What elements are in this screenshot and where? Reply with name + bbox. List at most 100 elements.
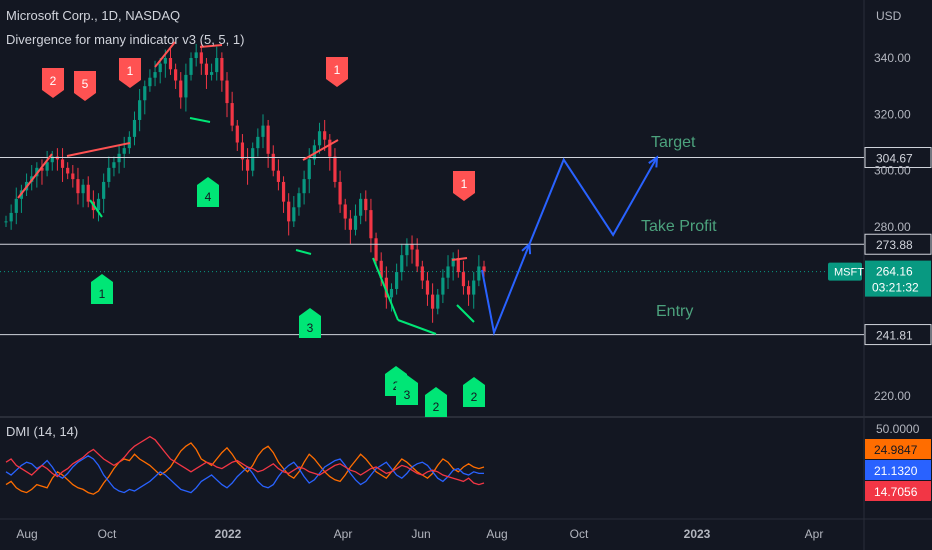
candle-body xyxy=(482,266,486,273)
bullish-divergence-line xyxy=(295,249,312,255)
dmi-series-line xyxy=(5,455,484,494)
candle-body xyxy=(359,198,363,216)
candle-body xyxy=(148,77,152,87)
price-series xyxy=(4,41,486,323)
currency-label: USD xyxy=(876,9,902,23)
bearish-label-marker xyxy=(326,57,348,87)
candle-body xyxy=(50,156,54,163)
price-tick-label: 220.00 xyxy=(874,389,911,403)
bullish-divergence-line xyxy=(397,319,437,335)
candle-body xyxy=(348,218,352,230)
candle-body xyxy=(466,286,471,295)
candle-body xyxy=(138,100,142,120)
bearish-label-marker xyxy=(42,68,64,98)
candle-body xyxy=(209,72,214,75)
candle-body xyxy=(66,167,70,174)
candle-body xyxy=(158,63,162,73)
candle-body xyxy=(225,80,229,104)
time-tick-label: Oct xyxy=(570,527,589,541)
candle-body xyxy=(369,210,373,239)
time-tick-label: Jun xyxy=(411,527,430,541)
candle-body xyxy=(451,257,455,267)
bullish-label-text: 3 xyxy=(307,321,314,335)
candle-body xyxy=(112,162,116,168)
bearish-divergence-line xyxy=(199,44,223,48)
indicator-label[interactable]: Divergence for many indicator v3 (5, 5, … xyxy=(6,32,245,47)
bearish-divergence-line xyxy=(17,153,53,199)
dmi-label[interactable]: DMI (14, 14) xyxy=(6,424,79,439)
bullish-label-marker xyxy=(396,375,418,405)
annotation-entry: Entry xyxy=(656,303,693,320)
symbol-tag: MSFT xyxy=(834,267,864,279)
candle-body xyxy=(420,266,424,281)
projection-arrowhead xyxy=(648,155,659,168)
candle-body xyxy=(364,198,368,211)
dmi-value-label: 21.1320 xyxy=(874,464,918,478)
candle-body xyxy=(405,243,409,256)
candle-body xyxy=(328,139,332,157)
candle-body xyxy=(425,280,430,295)
bullish-label-text: 1 xyxy=(99,287,106,301)
time-tick-label: Aug xyxy=(16,527,37,541)
projection-arrowhead xyxy=(521,242,532,255)
level-annotations: Target Take Profit Entry xyxy=(641,134,717,320)
candle-body xyxy=(281,181,286,202)
candle-body xyxy=(199,52,203,64)
candle-body xyxy=(287,201,291,222)
candle-body xyxy=(436,294,440,309)
bullish-label-text: 2 xyxy=(471,390,478,404)
candle-body xyxy=(102,181,106,199)
candle-body xyxy=(76,179,80,194)
annotation-take-profit: Take Profit xyxy=(641,218,717,235)
candle-body xyxy=(184,74,188,98)
bearish-label-marker xyxy=(74,71,96,101)
candle-body xyxy=(297,193,301,208)
candle-body xyxy=(400,255,404,273)
price-tick-label: 340.00 xyxy=(874,51,911,65)
candle-body xyxy=(261,125,265,137)
candle-body xyxy=(60,159,65,168)
candle-body xyxy=(338,181,342,205)
level-price-label: 304.67 xyxy=(876,152,913,166)
candle-body xyxy=(415,249,419,267)
candle-body xyxy=(240,142,245,160)
bullish-label-text: 3 xyxy=(404,388,411,402)
candle-body xyxy=(389,288,394,298)
last-price-label: 264.16 xyxy=(876,265,913,279)
candle-body xyxy=(40,167,44,171)
candle-body xyxy=(153,72,157,78)
candle-body xyxy=(317,131,322,146)
bearish-divergence-line xyxy=(154,41,176,68)
dmi-value-tag xyxy=(865,460,931,480)
candle-body xyxy=(456,257,460,273)
candle-body xyxy=(410,243,414,250)
bearish-label-text: 1 xyxy=(334,63,341,77)
bearish-divergence-line xyxy=(451,257,468,261)
candle-body xyxy=(395,272,399,289)
candle-body xyxy=(86,184,90,202)
price-tick-label: 320.00 xyxy=(874,107,911,121)
horizontal-levels: 304.67 273.88 241.81 MSFT 264.16 03:21:32 xyxy=(0,147,932,346)
level-price-tag xyxy=(864,147,932,169)
dmi-pane: 50.0000 24.9847 21.1320 14.7056 xyxy=(5,422,931,501)
time-tick-label: 2023 xyxy=(684,527,711,541)
candle-body xyxy=(204,63,209,75)
price-tick-label: 280.00 xyxy=(874,220,911,234)
candle-body xyxy=(220,58,224,81)
time-tick-label: Apr xyxy=(805,527,824,541)
time-tick-label: Oct xyxy=(98,527,117,541)
bullish-label-marker xyxy=(463,377,485,407)
candle-body xyxy=(333,156,337,182)
candle-body xyxy=(441,277,445,295)
candle-body xyxy=(107,167,111,182)
time-tick-label: Apr xyxy=(334,527,353,541)
level-price-label: 273.88 xyxy=(876,238,913,252)
bearish-label-text: 1 xyxy=(127,64,134,78)
candle-body xyxy=(292,207,296,222)
candle-body xyxy=(132,119,137,137)
bullish-label-text: 2 xyxy=(433,400,440,414)
projection-line xyxy=(481,156,658,337)
chart-title: Microsoft Corp., 1D, NASDAQ xyxy=(6,8,181,23)
